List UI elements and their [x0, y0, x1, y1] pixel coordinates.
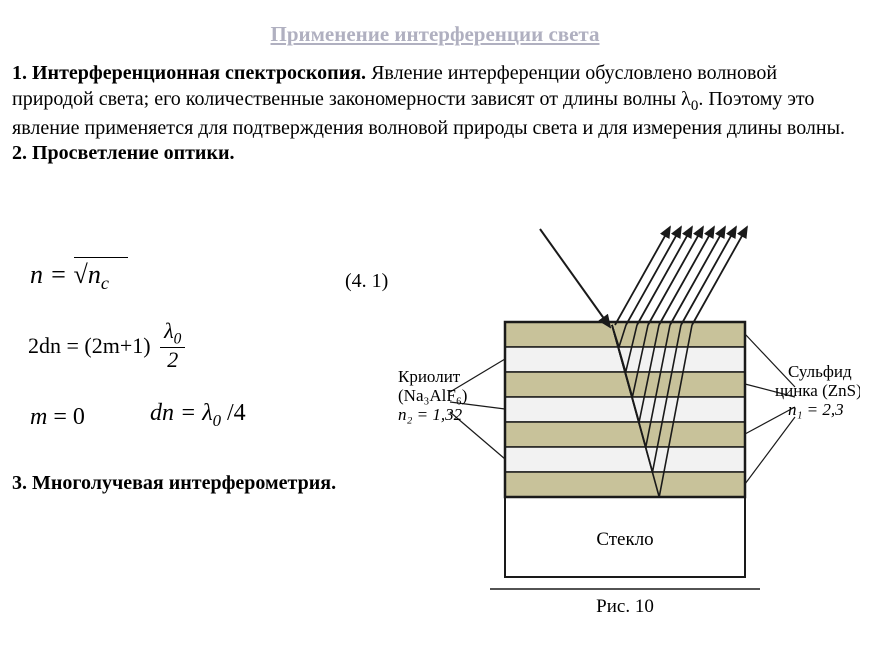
section3-heading: 3. Многолучевая интерферометрия.: [12, 472, 336, 495]
page-title: Применение интерференции света: [0, 22, 870, 47]
right-label-3: n₁ = 2,3: [788, 400, 844, 419]
body-paragraph: 1. Интерференционная спектроскопия. Явле…: [12, 61, 858, 167]
section2-heading: 2. Просветление оптики.: [12, 142, 235, 164]
section1-heading: 1. Интерференционная спектроскопия.: [12, 62, 366, 84]
glass-label: Стекло: [596, 529, 653, 550]
figure-caption: Рис. 10: [596, 596, 654, 617]
left-label-3: n₂ = 1,32: [398, 405, 463, 424]
right-label-1: Сульфид: [788, 362, 852, 381]
left-label-2: (Na₃AlF₆): [398, 386, 467, 405]
formula-dn: dn = λ0 /4: [150, 400, 246, 431]
left-label-1: Криолит: [398, 367, 461, 386]
right-label-2: цинка (ZnS): [775, 381, 860, 400]
eq-reference: (4. 1): [345, 270, 388, 293]
formula-n-sqrt: n = √nc: [30, 260, 109, 294]
formula-m0: m = 0: [30, 404, 85, 431]
multilayer-diagram: Криолит (Na₃AlF₆) n₂ = 1,32 Сульфид цинк…: [390, 217, 860, 637]
formula-2dn: 2dn = (2m+1) λ0 2: [28, 322, 185, 374]
